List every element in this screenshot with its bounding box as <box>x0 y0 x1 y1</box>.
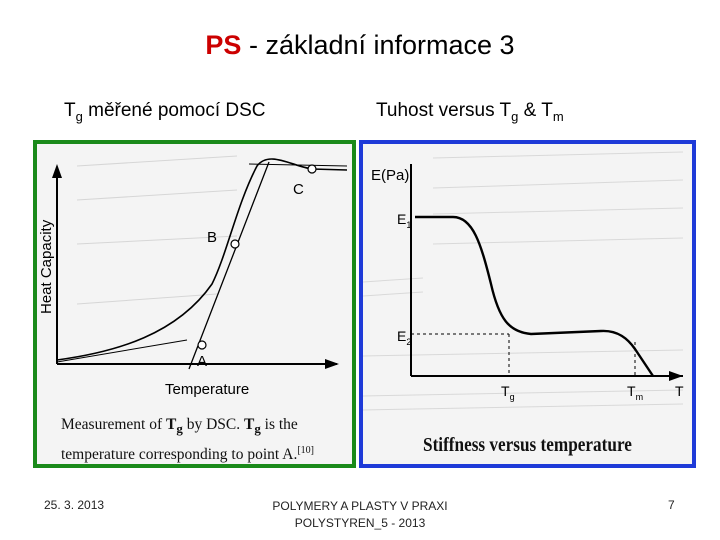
background-texture-right <box>363 151 684 411</box>
y-axis-label: Heat Capacity <box>38 219 55 314</box>
caption-part-1: Measurement of <box>61 416 167 433</box>
caption-s2: g <box>254 421 261 437</box>
title-ps: PS <box>205 30 242 60</box>
stiffness-curve <box>415 215 654 377</box>
point-c-marker <box>307 164 317 174</box>
subtitle-right-sub1: g <box>511 108 519 124</box>
t-axis-arrow <box>669 371 683 381</box>
stiffness-curve-figure: E(Pa) E1 E2 Tg Tm T <box>363 151 684 411</box>
subtitle-left: Tg měřené pomocí DSC <box>64 100 266 124</box>
y-axis-arrow <box>52 164 62 178</box>
caption-t1: T <box>166 416 177 433</box>
subtitle-right-text1: Tuhost versus T <box>376 100 512 121</box>
dsc-curve-figure: A B C Heat Capacity Temperature <box>38 155 348 398</box>
point-c-label: C <box>293 181 304 198</box>
subtitle-left-rest: měřené pomocí DSC <box>82 100 266 121</box>
slide-title: PS - základní informace 3 <box>0 30 720 61</box>
point-a-label: A <box>197 353 207 370</box>
e-axis-label: E(Pa) <box>371 167 409 184</box>
page-number: 7 <box>668 498 675 512</box>
caption-part-3: is the temperature corresponding to poin… <box>61 416 298 464</box>
tg-label: Tg <box>501 383 515 402</box>
e2-label: E2 <box>397 328 411 347</box>
subtitle-left-t: T <box>64 100 76 121</box>
subtitle-right-sub2: m <box>552 108 564 124</box>
footer-date: 25. 3. 2013 <box>44 498 105 512</box>
point-b-marker <box>230 239 240 249</box>
title-rest: - základní informace 3 <box>241 30 515 60</box>
point-b-label: B <box>207 229 217 246</box>
subtitle-right-text2: & T <box>518 100 553 121</box>
caption-part-2: by DSC. <box>182 416 244 433</box>
tm-label: Tm <box>627 383 643 402</box>
footer-line-1: POLYMERY A PLASTY V PRAXI <box>272 499 448 513</box>
caption-s1: g <box>176 421 183 437</box>
transition-tangent <box>188 161 270 370</box>
stiffness-caption: Stiffness versus temperature <box>423 434 632 456</box>
subtitle-left-sub: g <box>75 108 83 124</box>
caption-ref: [10] <box>297 445 314 457</box>
footer-line-2: POLYSTYREN_5 - 2013 <box>294 516 426 530</box>
point-a-marker <box>197 340 207 350</box>
caption-t2: T <box>243 416 255 433</box>
subtitle-right: Tuhost versus Tg & Tm <box>376 100 564 124</box>
x-axis-label: Temperature <box>165 381 249 398</box>
stiffness-figure-panel: E(Pa) E1 E2 Tg Tm T Stiffness versus tem… <box>359 140 696 468</box>
dsc-caption: Measurement of Tg by DSC. Tg is the temp… <box>61 414 352 464</box>
baseline-tangent <box>56 339 188 363</box>
background-texture <box>76 155 238 305</box>
footer-course: POLYMERY A PLASTY V PRAXI POLYSTYREN_5 -… <box>0 498 720 532</box>
heat-capacity-curve <box>56 158 348 361</box>
dsc-figure-panel: A B C Heat Capacity Temperature Measurem… <box>33 140 356 468</box>
x-axis-arrow <box>325 359 339 369</box>
t-axis-label: T <box>675 383 684 399</box>
e1-label: E1 <box>397 211 411 230</box>
